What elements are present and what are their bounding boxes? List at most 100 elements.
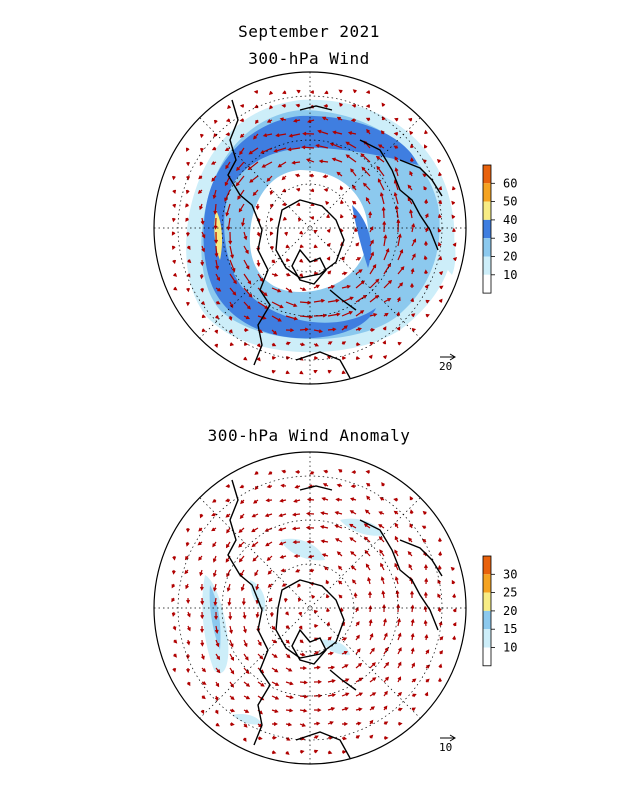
- colorbar-segment: [483, 556, 491, 575]
- wind-vector: [409, 509, 414, 515]
- wind-vector: [241, 597, 246, 606]
- coastlines: [227, 479, 443, 759]
- wind-vector: [187, 259, 192, 264]
- wind-vector: [350, 484, 357, 489]
- wind-vector: [452, 593, 457, 599]
- wind-vector: [383, 632, 388, 641]
- wind-vector: [266, 175, 273, 182]
- wind-vector: [240, 499, 245, 505]
- wind-vector: [171, 597, 175, 603]
- wind-vector: [382, 604, 387, 613]
- wind-vector: [282, 90, 287, 95]
- wind-vector: [229, 245, 234, 259]
- wind-vector: [439, 650, 444, 655]
- wind-vector: [438, 663, 443, 669]
- wind-vector: [437, 606, 442, 613]
- wind-vector: [299, 370, 304, 375]
- wind-vector: [409, 495, 414, 501]
- wind-vector: [407, 184, 413, 191]
- wind-vector: [299, 273, 304, 278]
- wind-vector: [228, 315, 233, 321]
- wind-vector: [235, 175, 245, 187]
- wind-vector: [251, 541, 259, 548]
- wind-vector: [214, 329, 219, 335]
- wind-vector: [226, 217, 231, 231]
- wind-vector: [368, 590, 372, 599]
- wind-vector: [299, 694, 309, 699]
- wind-vector: [323, 566, 329, 571]
- wind-vector: [255, 119, 259, 125]
- wind-vector: [213, 203, 218, 215]
- wind-vector: [368, 211, 373, 219]
- wind-vector: [257, 287, 268, 297]
- wind-vector: [318, 159, 329, 164]
- wind-vector: [240, 583, 245, 592]
- wind-vector: [243, 723, 248, 728]
- wind-vector: [281, 175, 287, 181]
- wind-vector: [299, 680, 308, 685]
- wind-vector: [279, 498, 287, 503]
- wind-vector: [327, 327, 337, 332]
- wind-vector: [299, 230, 304, 235]
- wind-vector: [409, 523, 414, 529]
- wind-vector: [173, 286, 178, 291]
- wind-vector: [363, 523, 371, 529]
- wind-vector: [317, 129, 329, 135]
- reference-vector-label: 20: [439, 360, 452, 373]
- wind-vector: [365, 90, 371, 95]
- wind-vector: [341, 256, 345, 261]
- wind-vector: [228, 611, 233, 621]
- wind-vector: [355, 662, 363, 669]
- wind-vector: [380, 562, 385, 571]
- colorbar-tick-label: 10: [503, 268, 517, 282]
- wind-vector: [425, 313, 430, 318]
- wind-vector: [241, 217, 245, 227]
- wind-vector: [171, 611, 176, 617]
- coastlines: [227, 99, 443, 379]
- wind-vector: [397, 233, 402, 247]
- wind-vector: [313, 284, 320, 289]
- wind-vector: [369, 706, 375, 711]
- wind-vector: [281, 103, 287, 108]
- wind-vector: [364, 549, 371, 557]
- wind-vector: [341, 284, 351, 289]
- wind-vector: [452, 621, 457, 627]
- wind-vector: [200, 597, 205, 606]
- wind-vector: [341, 749, 347, 754]
- wind-vector: [341, 637, 348, 641]
- wind-vector: [172, 259, 177, 265]
- wind-vector: [327, 679, 336, 683]
- wind-vector: [355, 648, 361, 655]
- wind-vector: [341, 356, 347, 360]
- wind-vector: [285, 653, 291, 659]
- wind-vector: [383, 355, 388, 359]
- wind-vector: [375, 155, 385, 163]
- wind-vector: [411, 327, 417, 332]
- wind-vector: [396, 326, 401, 331]
- wind-vector: [280, 568, 287, 573]
- wind-vector: [225, 118, 231, 123]
- wind-vector: [299, 258, 304, 263]
- wind-vector: [410, 590, 414, 599]
- wind-speed-shading: [154, 72, 466, 384]
- wind-vector: [243, 315, 251, 320]
- wind-vector: [267, 569, 273, 575]
- wind-vector: [334, 524, 343, 529]
- wind-vector: [199, 147, 204, 153]
- wind-vector: [200, 259, 205, 267]
- wind-vector: [198, 175, 203, 180]
- wind-vector: [215, 300, 221, 305]
- wind-vector: [337, 580, 343, 585]
- wind-vector: [201, 314, 207, 319]
- colorbar-segment: [483, 201, 491, 220]
- wind-vector: [369, 677, 377, 683]
- wind-vector: [171, 583, 176, 589]
- reference-vector-label: 10: [439, 741, 452, 754]
- wind-vector: [366, 495, 371, 501]
- wind-vector: [285, 611, 290, 616]
- wind-vector: [423, 144, 428, 149]
- wind-vector: [437, 593, 441, 599]
- wind-vector: [229, 695, 235, 701]
- wind-vector: [351, 103, 357, 108]
- wind-vector: [438, 255, 443, 261]
